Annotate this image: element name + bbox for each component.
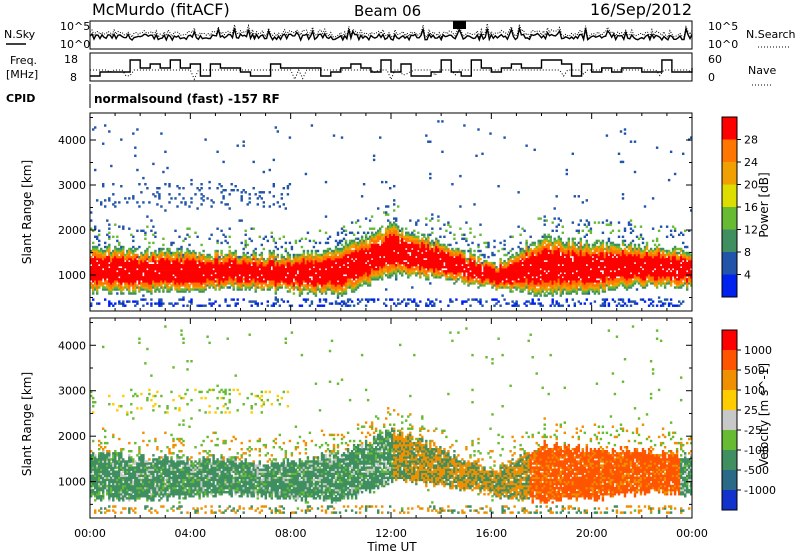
ytick-label: 4000 xyxy=(58,339,86,352)
colorbar-swatch xyxy=(722,410,737,431)
colorbar-tick-label: 4 xyxy=(744,269,751,282)
ytick-label: 1000 xyxy=(58,476,86,489)
colorbar-swatch xyxy=(722,207,737,230)
freq-unit-label: [MHz] xyxy=(6,68,38,81)
colorbar-tick-label: 100 xyxy=(744,384,765,397)
colorbar-tick-label: 500 xyxy=(744,364,765,377)
colorbar-swatch xyxy=(722,274,737,298)
noise-right-tick-bottom: 10^0 xyxy=(708,38,738,51)
xtick-label: 16:00 xyxy=(475,527,507,540)
colorbar-swatch xyxy=(722,470,737,491)
heatmap-cells xyxy=(90,325,693,514)
colorbar-tick-label: 1000 xyxy=(744,344,772,357)
ytick-label: 2000 xyxy=(58,430,86,443)
colorbar-swatch xyxy=(722,350,737,371)
noise-left-tick-bottom: 10^0 xyxy=(60,38,90,51)
ytick-label: 2000 xyxy=(58,224,86,237)
colorbar-swatch xyxy=(722,229,737,253)
power-heatmap-panel: 1000 2000 3000 4000 xyxy=(58,112,693,312)
station-title: McMurdo (fitACF) xyxy=(92,0,230,19)
freq-tick-top: 18 xyxy=(64,53,78,66)
colorbar-tick-label: 25 xyxy=(744,404,758,417)
freq-trace xyxy=(90,59,693,77)
velocity-heatmap-panel: 1000 2000 3000 4000 xyxy=(58,317,693,519)
colorbar-swatch xyxy=(722,252,737,275)
colorbar-swatch xyxy=(722,390,737,411)
xtick-label: 04:00 xyxy=(174,527,206,540)
colorbar-frame xyxy=(721,329,738,511)
nsearch-label: N.Search xyxy=(746,28,796,41)
colorbar-swatch xyxy=(722,450,737,471)
colorbar-tick-label: -1000 xyxy=(744,484,776,497)
ytick-label: 1000 xyxy=(58,269,86,282)
xtick-label: 20:00 xyxy=(576,527,608,540)
colorbar-tick-label: 24 xyxy=(744,156,758,169)
colorbar-tick-label: 8 xyxy=(744,246,751,259)
colorbar-tick-label: 28 xyxy=(744,134,758,147)
colorbar-swatch xyxy=(722,117,737,140)
colorbar-tick-label: -500 xyxy=(744,464,769,477)
velocity-ylabel: Slant Range [km] xyxy=(20,372,34,476)
colorbar-swatch xyxy=(722,184,737,208)
cpid-label: CPID xyxy=(6,92,35,105)
xtick-label: 00:00 xyxy=(74,527,106,540)
nave-tick-top: 60 xyxy=(708,53,722,66)
colorbar-swatch xyxy=(722,162,737,185)
nsky-trace xyxy=(89,25,693,42)
colorbar-tick-label: 16 xyxy=(744,201,758,214)
beam-title: Beam 06 xyxy=(354,2,421,20)
cpid-value: normalsound (fast) -157 RF xyxy=(94,92,280,106)
nave-tick-bottom: 0 xyxy=(708,71,715,84)
heatmap-cells xyxy=(90,120,693,307)
noise-left-tick-top: 10^5 xyxy=(60,20,90,33)
noise-right-tick-top: 10^5 xyxy=(708,20,738,33)
ytick-label: 3000 xyxy=(58,179,86,192)
velocity-colorbar: 1000 500 100 25 -25 -100 -500 -1000 xyxy=(721,329,776,511)
colorbar-tick-label: -25 xyxy=(744,424,762,437)
nave-label: Nave xyxy=(748,64,776,77)
colorbar-swatch xyxy=(722,430,737,451)
nsearch-trace xyxy=(89,23,693,39)
xaxis-label: Time UT xyxy=(366,540,417,554)
freq-traces xyxy=(90,59,693,81)
xtick-label: 08:00 xyxy=(275,527,307,540)
velocity-colorbar-label: Velocity [m s^-1] xyxy=(757,363,771,467)
date-title: 16/Sep/2012 xyxy=(590,0,692,19)
colorbar-tick-label: 20 xyxy=(744,179,758,192)
power-ylabel: Slant Range [km] xyxy=(20,160,34,264)
colorbar-tick-label: 12 xyxy=(744,224,758,237)
colorbar-swatch xyxy=(722,370,737,391)
ytick-label: 3000 xyxy=(58,385,86,398)
freq-panel-frame xyxy=(89,52,693,82)
time-axis: 00:00 04:00 08:00 12:00 16:00 20:00 00:00 xyxy=(74,527,708,540)
colorbar-swatch xyxy=(722,139,737,163)
power-colorbar: 4 8 12 16 20 24 28 xyxy=(721,116,758,298)
colorbar-swatch xyxy=(722,490,737,511)
ytick-label: 4000 xyxy=(58,134,86,147)
nsky-label: N.Sky xyxy=(4,28,36,41)
colorbar-swatch xyxy=(722,330,737,351)
noise-saturation-block xyxy=(453,21,466,29)
freq-label: Freq. xyxy=(10,54,37,67)
xtick-label: 00:00 xyxy=(676,527,708,540)
power-colorbar-label: Power [dB] xyxy=(757,172,771,237)
xtick-label: 12:00 xyxy=(375,527,407,540)
colorbar-tick-label: -100 xyxy=(744,444,769,457)
freq-tick-bottom: 8 xyxy=(70,71,77,84)
noise-traces xyxy=(89,21,693,42)
